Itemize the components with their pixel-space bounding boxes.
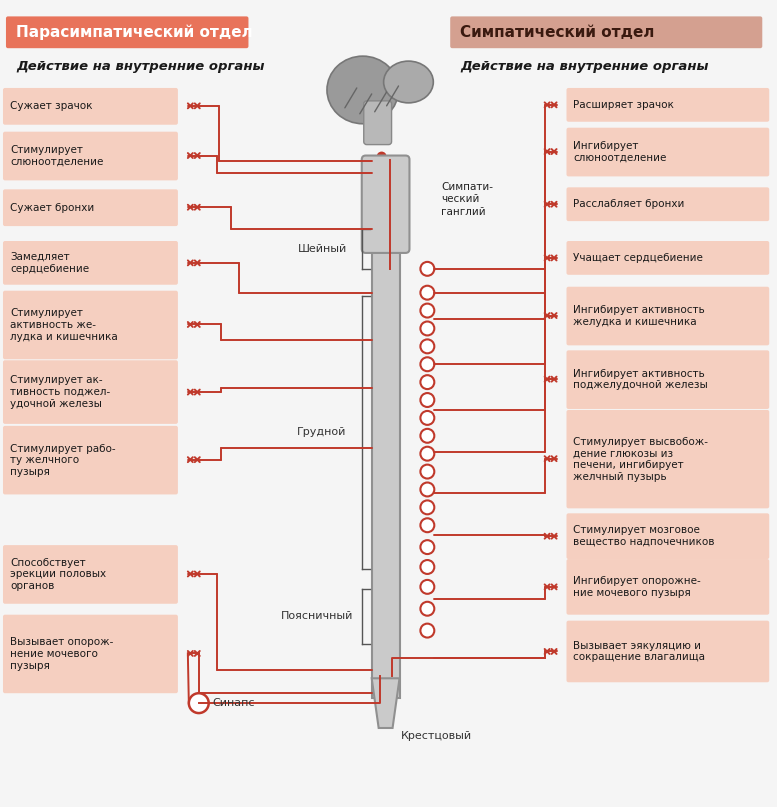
FancyBboxPatch shape: [566, 410, 769, 508]
Text: Стимулирует
активность же-
лудка и кишечника: Стимулирует активность же- лудка и кишеч…: [10, 308, 117, 341]
FancyBboxPatch shape: [3, 291, 178, 359]
Text: Ингибирует активность
поджелудочной железы: Ингибирует активность поджелудочной желе…: [573, 369, 708, 391]
Circle shape: [420, 375, 434, 389]
Circle shape: [420, 500, 434, 514]
FancyBboxPatch shape: [566, 286, 769, 345]
Text: Парасимпатический отдел: Парасимпатический отдел: [16, 24, 253, 40]
Text: Стимулирует рабо-
ту желчного
пузыря: Стимулирует рабо- ту желчного пузыря: [10, 444, 116, 477]
Text: Вызывает опорож-
нение мочевого
пузыря: Вызывает опорож- нение мочевого пузыря: [10, 638, 113, 671]
FancyBboxPatch shape: [3, 360, 178, 424]
Text: Ингибирует
слюноотделение: Ингибирует слюноотделение: [573, 141, 667, 163]
Text: Грудной: Грудной: [298, 428, 347, 437]
Text: Вызывает эякуляцию и
сокращение влагалища: Вызывает эякуляцию и сокращение влагалищ…: [573, 641, 706, 663]
FancyBboxPatch shape: [6, 16, 249, 48]
FancyBboxPatch shape: [3, 132, 178, 181]
FancyBboxPatch shape: [566, 128, 769, 177]
Circle shape: [420, 262, 434, 276]
Circle shape: [420, 518, 434, 532]
Circle shape: [420, 483, 434, 496]
FancyBboxPatch shape: [371, 161, 399, 698]
Text: Учащает сердцебиение: Учащает сердцебиение: [573, 253, 703, 263]
Text: Сужает бронхи: Сужает бронхи: [10, 203, 94, 213]
FancyBboxPatch shape: [566, 350, 769, 409]
Circle shape: [420, 429, 434, 443]
FancyBboxPatch shape: [3, 545, 178, 604]
FancyBboxPatch shape: [566, 88, 769, 122]
Ellipse shape: [384, 61, 434, 102]
FancyBboxPatch shape: [566, 559, 769, 615]
FancyBboxPatch shape: [566, 621, 769, 682]
FancyBboxPatch shape: [566, 513, 769, 559]
Circle shape: [420, 560, 434, 574]
Circle shape: [189, 693, 209, 713]
Ellipse shape: [327, 56, 399, 123]
Text: Синапс: Синапс: [213, 698, 255, 709]
Text: Поясничный: Поясничный: [280, 611, 354, 621]
FancyBboxPatch shape: [3, 241, 178, 285]
Circle shape: [420, 393, 434, 407]
Text: Ингибирует активность
желудка и кишечника: Ингибирует активность желудка и кишечник…: [573, 305, 706, 327]
Circle shape: [420, 602, 434, 616]
Text: Стимулирует высвобож-
дение глюкозы из
печени, ингибирует
желчный пузырь: Стимулирует высвобож- дение глюкозы из п…: [573, 437, 709, 482]
Circle shape: [377, 152, 387, 161]
Text: Действие на внутренние органы: Действие на внутренние органы: [16, 60, 264, 73]
Text: Ингибирует опорожне-
ние мочевого пузыря: Ингибирует опорожне- ние мочевого пузыря: [573, 576, 701, 598]
FancyBboxPatch shape: [362, 156, 409, 253]
FancyBboxPatch shape: [364, 101, 392, 144]
Text: Расслабляет бронхи: Расслабляет бронхи: [573, 199, 685, 209]
Text: Стимулирует ак-
тивность поджел-
удочной железы: Стимулирует ак- тивность поджел- удочной…: [10, 375, 110, 408]
Text: Действие на внутренние органы: Действие на внутренние органы: [460, 60, 709, 73]
Text: Расширяет зрачок: Расширяет зрачок: [573, 100, 674, 110]
FancyBboxPatch shape: [3, 426, 178, 495]
FancyBboxPatch shape: [450, 16, 762, 48]
Circle shape: [420, 321, 434, 336]
Text: Крестцовый: Крестцовый: [400, 731, 472, 741]
FancyBboxPatch shape: [3, 88, 178, 125]
Circle shape: [420, 540, 434, 554]
Polygon shape: [371, 679, 399, 728]
Circle shape: [420, 624, 434, 638]
FancyBboxPatch shape: [566, 187, 769, 221]
Text: Замедляет
сердцебиение: Замедляет сердцебиение: [10, 252, 89, 274]
Circle shape: [420, 303, 434, 317]
Circle shape: [420, 340, 434, 353]
FancyBboxPatch shape: [566, 241, 769, 275]
Text: Стимулирует мозговое
вещество надпочечников: Стимулирует мозговое вещество надпочечни…: [573, 525, 715, 547]
Circle shape: [420, 465, 434, 479]
Text: Сужает зрачок: Сужает зрачок: [10, 102, 92, 111]
Text: Симпатический отдел: Симпатический отдел: [460, 25, 654, 40]
Circle shape: [420, 358, 434, 371]
Text: Стимулирует
слюноотделение: Стимулирует слюноотделение: [10, 145, 103, 167]
Text: Симпати-
ческий
ганглий: Симпати- ческий ганглий: [441, 182, 493, 216]
Text: Шейный: Шейный: [298, 244, 347, 254]
Circle shape: [420, 580, 434, 594]
Text: Способствует
эрекции половых
органов: Способствует эрекции половых органов: [10, 558, 106, 591]
FancyBboxPatch shape: [3, 190, 178, 226]
FancyBboxPatch shape: [3, 615, 178, 693]
Circle shape: [420, 447, 434, 461]
Circle shape: [420, 411, 434, 424]
Circle shape: [420, 286, 434, 299]
